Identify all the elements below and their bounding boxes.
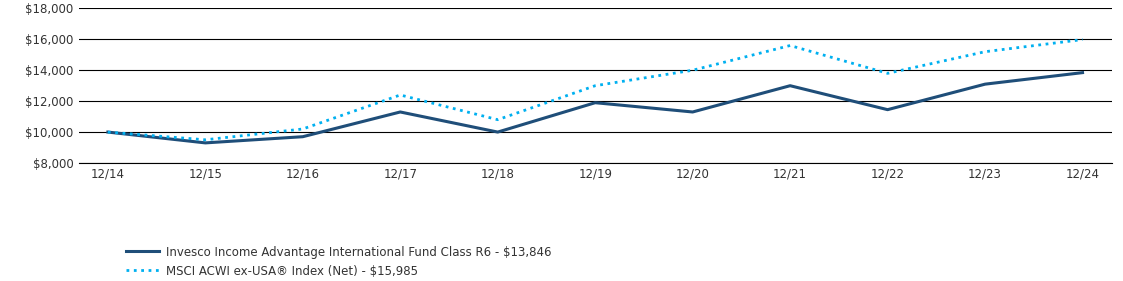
Legend: Invesco Income Advantage International Fund Class R6 - $13,846, MSCI ACWI ex-USA: Invesco Income Advantage International F… [126,246,551,278]
